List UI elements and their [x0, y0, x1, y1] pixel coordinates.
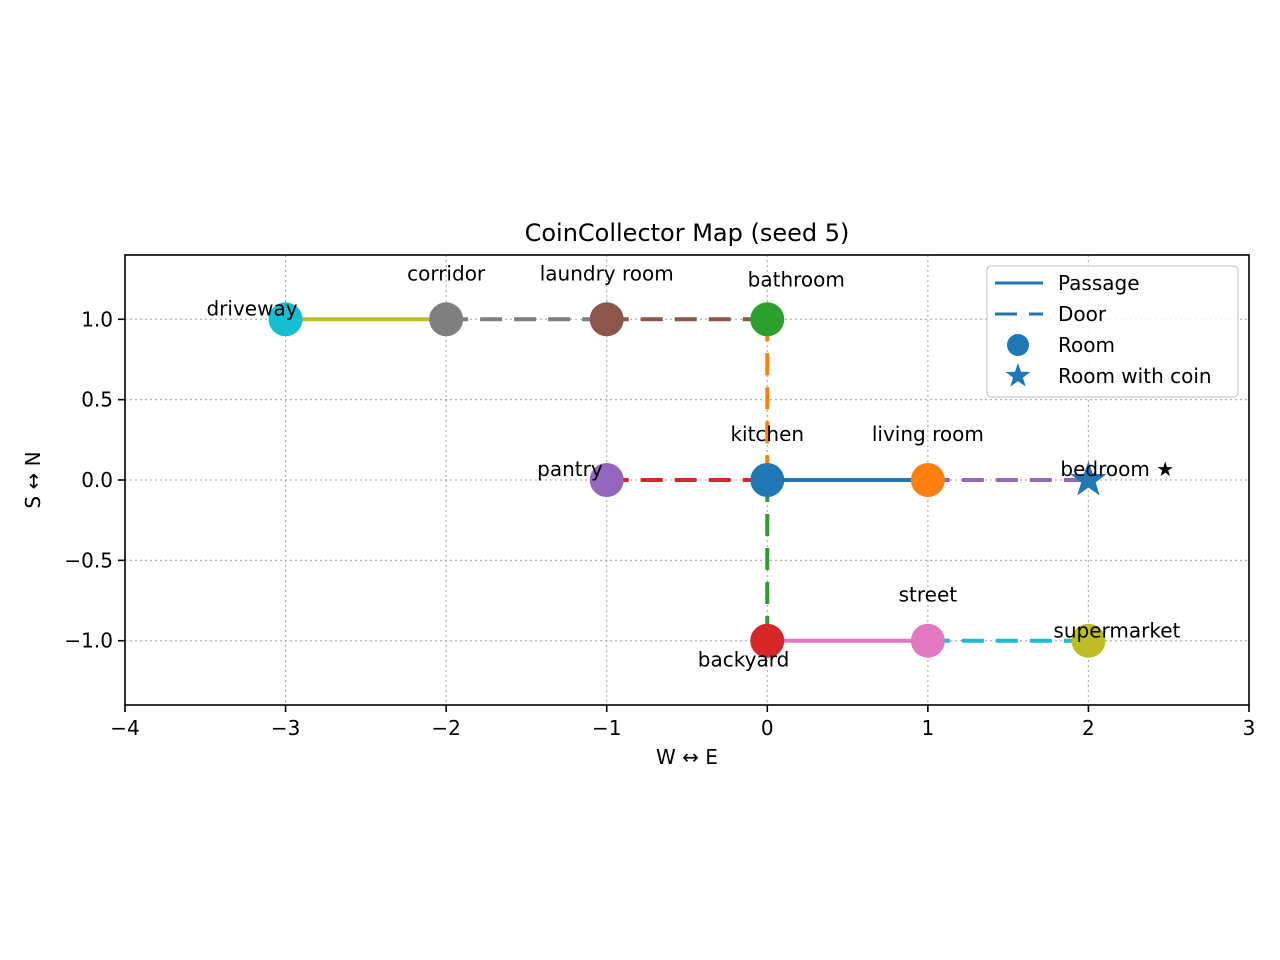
connections	[285, 317, 1089, 643]
room-driveway-marker	[268, 302, 303, 337]
legend-door-label: Door	[1058, 302, 1107, 326]
y-axis-title: S ↔ N	[21, 451, 45, 508]
y-tick-label: −0.5	[64, 548, 113, 572]
room-laundry-room-label: laundry room	[540, 261, 674, 285]
legend-passage-label: Passage	[1058, 271, 1140, 295]
y-tick-label: 0.5	[81, 388, 113, 412]
y-tick-label: 0.0	[81, 468, 113, 492]
room-corridor-label: corridor	[407, 261, 486, 285]
room-driveway-label: driveway	[206, 296, 297, 320]
legend-box	[986, 265, 1239, 398]
y-axis-ticks: 1.0 0.5 0.0 −0.5 −1.0	[64, 307, 125, 653]
legend-coin-swatch	[1005, 363, 1031, 387]
room-street-label: street	[899, 583, 958, 607]
room-supermarket-marker	[1071, 623, 1106, 658]
y-tick-label: 1.0	[81, 307, 113, 331]
room-backyard-marker	[750, 623, 785, 658]
x-axis-title: W ↔ E	[656, 745, 718, 769]
legend-room-swatch	[1007, 334, 1029, 356]
legend: Passage Door Room Room with coin	[986, 265, 1239, 398]
room-kitchen-label: kitchen	[730, 422, 804, 446]
x-tick-label: 1	[921, 716, 934, 740]
x-tick-label: −2	[431, 716, 460, 740]
room-pantry-label: pantry	[537, 457, 603, 481]
room-labels: driveway corridor laundry room bathroom pant…	[206, 261, 1180, 671]
room-living-room-label: living room	[872, 422, 984, 446]
x-tick-label: 3	[1243, 716, 1256, 740]
x-tick-label: −3	[271, 716, 300, 740]
room-bathroom-marker	[750, 302, 785, 337]
room-bedroom-star-marker	[1070, 461, 1107, 496]
room-street-marker	[910, 623, 945, 658]
room-corridor-marker	[429, 302, 464, 337]
x-tick-label: −1	[592, 716, 621, 740]
room-living-room-marker	[910, 463, 945, 497]
x-tick-label: 0	[761, 716, 774, 740]
chart-title: CoinCollector Map (seed 5)	[525, 219, 850, 247]
x-tick-label: −4	[110, 716, 139, 740]
room-supermarket-label: supermarket	[1053, 619, 1180, 643]
legend-room-label: Room	[1058, 333, 1115, 357]
room-laundry-room-marker	[589, 302, 624, 337]
room-bedroom-label: bedroom ★	[1060, 457, 1174, 481]
legend-coin-label: Room with coin	[1058, 364, 1212, 388]
x-tick-label: 2	[1082, 716, 1095, 740]
rooms	[268, 302, 1107, 658]
room-backyard-label: backyard	[698, 648, 789, 672]
room-pantry-marker	[589, 463, 624, 497]
room-bathroom-label: bathroom	[748, 267, 845, 291]
y-tick-label: −1.0	[64, 629, 113, 653]
room-kitchen-marker	[750, 463, 785, 497]
x-axis-ticks: −4 −3 −2 −1 0 1 2 3	[110, 705, 1255, 740]
